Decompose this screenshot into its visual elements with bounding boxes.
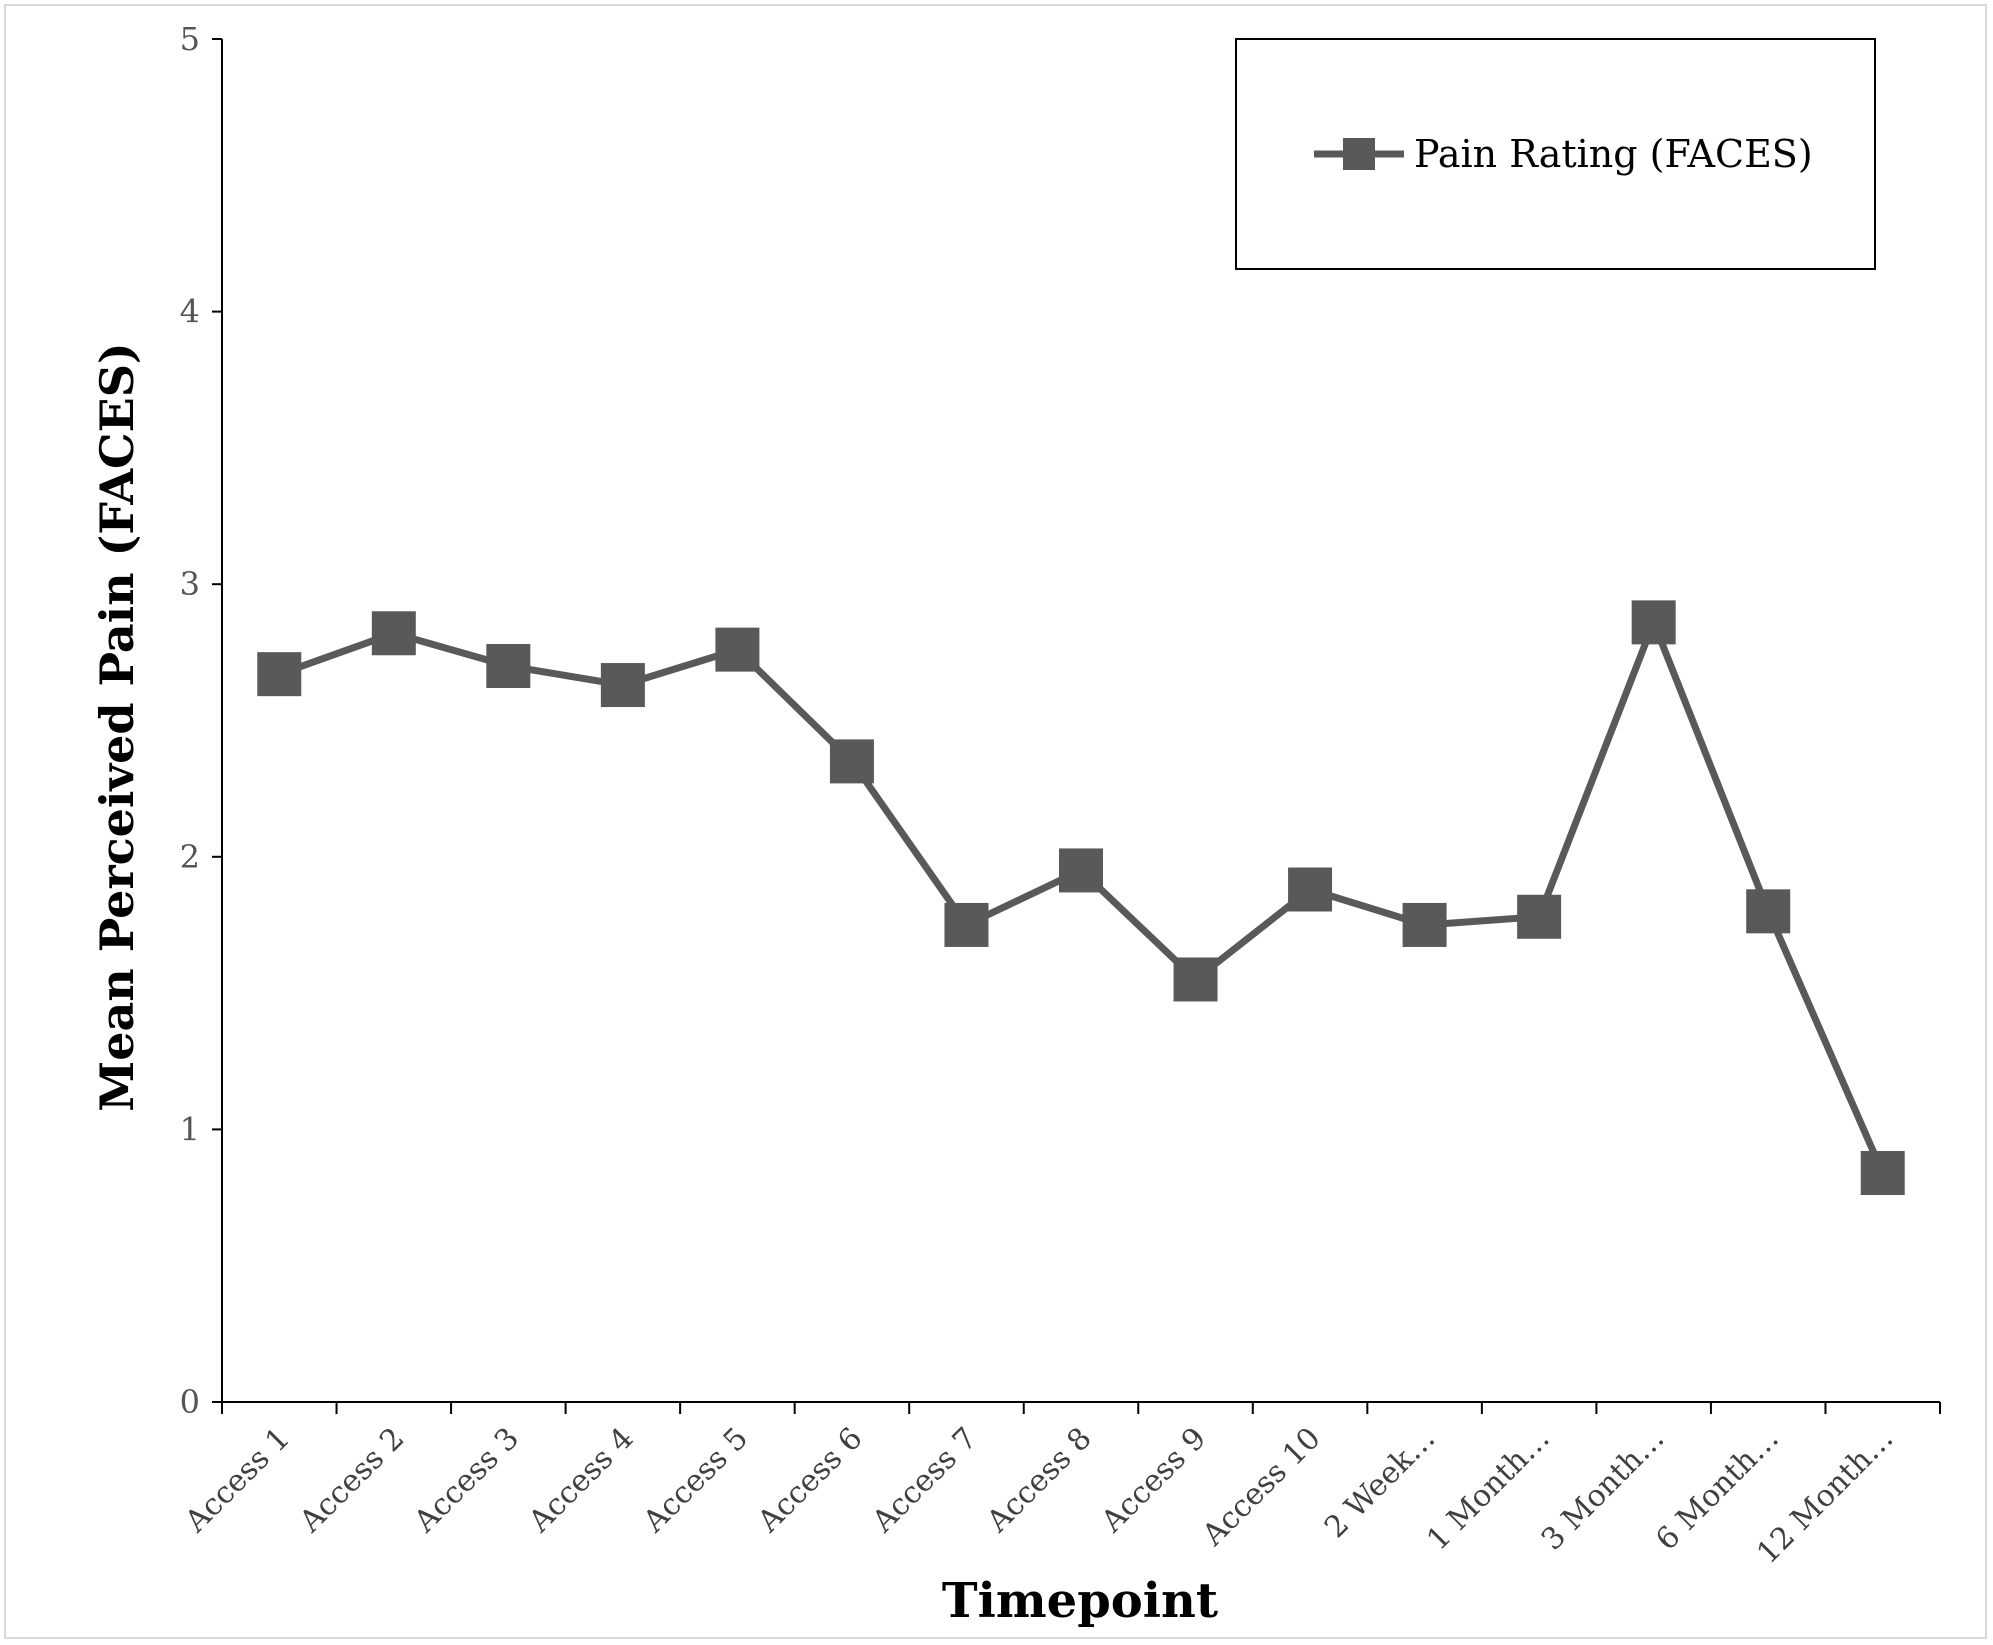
- y-tick-label: 4: [180, 293, 200, 331]
- y-tick-label: 1: [180, 1110, 200, 1148]
- data-point-marker: [600, 663, 645, 708]
- y-tick-label: 0: [180, 1383, 200, 1421]
- x-tick-label: 3 Month…: [1535, 1421, 1672, 1558]
- x-tick-label: Access 7: [865, 1421, 984, 1540]
- x-tick-label: Access 9: [1094, 1421, 1213, 1540]
- legend: Pain Rating (FACES): [1235, 38, 1876, 270]
- x-tick-label: Access 6: [750, 1421, 869, 1540]
- legend-square-marker-icon: [1343, 138, 1375, 170]
- y-tick-label: 3: [180, 565, 200, 603]
- x-tick-label: Access 1: [178, 1421, 297, 1540]
- data-point-marker: [1746, 889, 1791, 934]
- data-point-marker: [1173, 957, 1218, 1002]
- data-point-marker: [715, 627, 760, 672]
- series-layer: [257, 600, 1905, 1196]
- data-point-marker: [1059, 848, 1103, 893]
- data-point-marker: [1288, 867, 1333, 912]
- y-axis-title: Mean Perceived Pain (FACES): [90, 342, 144, 1111]
- data-point-marker: [486, 643, 531, 688]
- data-point-marker: [829, 739, 874, 784]
- data-point-marker: [1860, 1151, 1905, 1196]
- data-point-marker: [944, 902, 989, 947]
- x-tick-label: Access 10: [1195, 1421, 1328, 1554]
- chart-frame: [4, 4, 1987, 1639]
- series-line: [278, 618, 1886, 1175]
- data-point-marker: [1631, 600, 1676, 645]
- data-point-marker: [1402, 902, 1447, 947]
- x-tick-label: 1 Month…: [1420, 1421, 1557, 1558]
- y-tick-label: 2: [180, 838, 200, 876]
- x-axis-title: Timepoint: [942, 1573, 1218, 1629]
- data-point-marker: [371, 611, 416, 656]
- x-tick-label: Access 3: [407, 1421, 526, 1540]
- y-tick-label: 5: [180, 20, 200, 58]
- legend-label: Pain Rating (FACES): [1414, 132, 1813, 176]
- data-point-marker: [1517, 894, 1562, 939]
- y-axis: 0 1 2 3 4 5: [180, 20, 223, 1421]
- x-tick-label: 2 Week…: [1318, 1421, 1442, 1545]
- x-tick-label: Access 8: [980, 1421, 1099, 1540]
- data-point-marker: [257, 652, 302, 697]
- x-tick-label: Access 2: [292, 1421, 411, 1540]
- x-tick-label: Access 4: [521, 1421, 640, 1540]
- x-tick-label: Access 5: [636, 1421, 755, 1540]
